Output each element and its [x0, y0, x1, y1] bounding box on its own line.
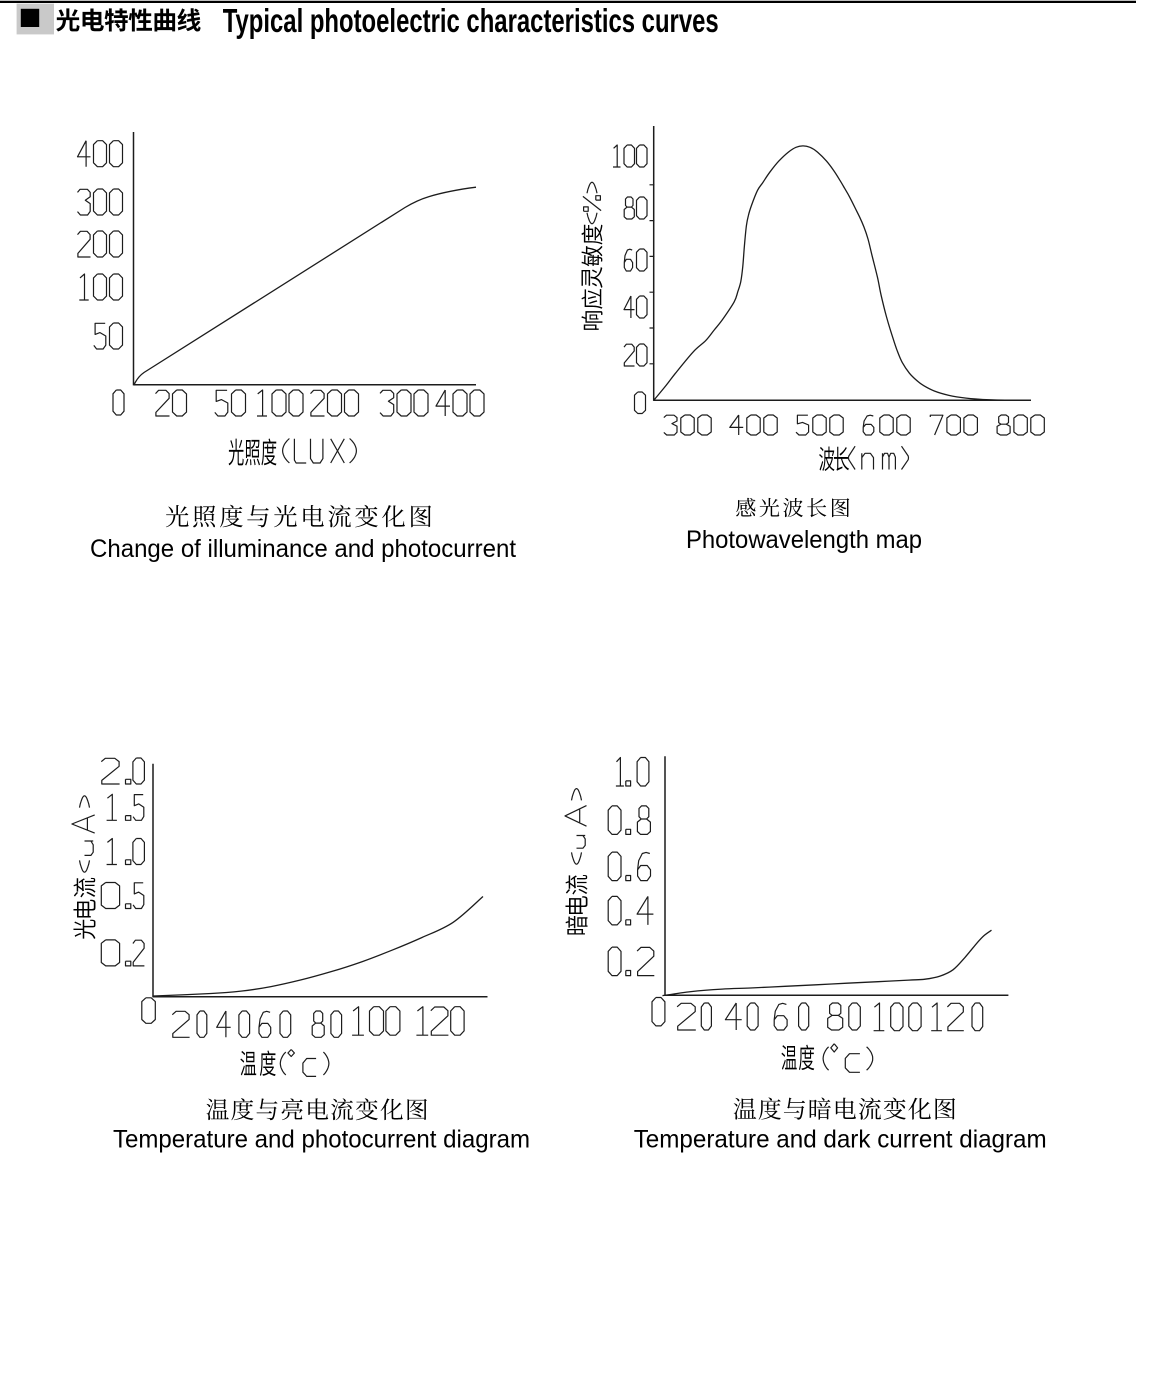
svg-text:Photowavelength map: Photowavelength map [686, 526, 922, 554]
svg-text:Temperature and dark current d: Temperature and dark current diagram [634, 1126, 1047, 1154]
svg-text:Change of illuminance and phot: Change of illuminance and photocurrent [90, 535, 516, 563]
svg-text:Temperature and photocurrent d: Temperature and photocurrent diagram [113, 1126, 530, 1154]
svg-text:Typical photoelectric characte: Typical photoelectric characteristics cu… [223, 2, 719, 39]
